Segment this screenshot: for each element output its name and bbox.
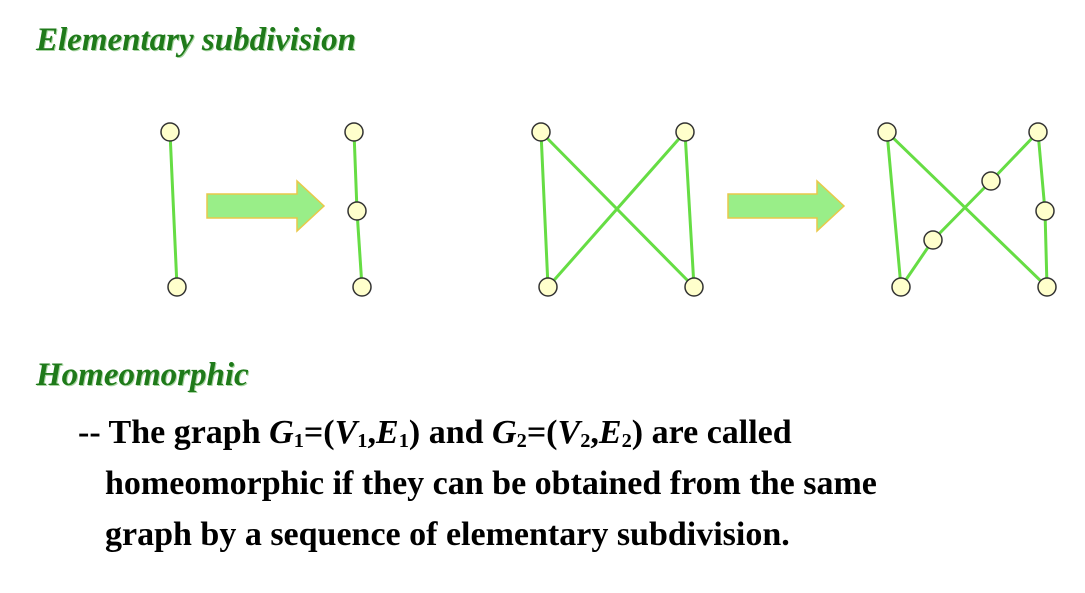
graph-symbol: G bbox=[269, 414, 294, 451]
vertex bbox=[675, 122, 695, 142]
vertex bbox=[1028, 122, 1048, 142]
right-arrow-icon bbox=[206, 179, 326, 233]
edge bbox=[355, 209, 364, 289]
text: , bbox=[590, 414, 599, 451]
text: ) bbox=[631, 414, 644, 451]
vertex bbox=[877, 122, 897, 142]
edge-set-symbol: E bbox=[598, 414, 622, 451]
vertex bbox=[344, 122, 364, 142]
edge-set-symbol: E bbox=[376, 414, 399, 451]
edge bbox=[885, 130, 1049, 289]
definition-line-1: -- The graph G1=(V1,E1) and G2=(V2,E2) a… bbox=[78, 407, 1068, 458]
text: are called bbox=[643, 414, 792, 451]
homeomorphic-heading: Homeomorphic bbox=[36, 357, 249, 393]
definition-line-3: graph by a sequence of elementary subdiv… bbox=[105, 516, 790, 553]
text: , bbox=[367, 414, 377, 451]
graph-single-edge bbox=[160, 122, 187, 297]
vertex bbox=[1035, 201, 1055, 221]
vertex bbox=[684, 277, 704, 297]
text: ) bbox=[408, 414, 421, 451]
vertex bbox=[167, 277, 187, 297]
right-arrow-icon bbox=[727, 179, 846, 233]
edge bbox=[1036, 130, 1047, 213]
edge bbox=[885, 130, 903, 289]
edge bbox=[168, 130, 179, 289]
graph-subdivided-edge bbox=[344, 122, 372, 297]
graph-bowtie bbox=[531, 122, 704, 297]
text: =( bbox=[303, 414, 335, 451]
definition-line-2: homeomorphic if they can be obtained fro… bbox=[105, 465, 877, 502]
vertex bbox=[160, 122, 180, 142]
vertex bbox=[531, 122, 551, 142]
text: The graph bbox=[100, 414, 270, 451]
edge bbox=[352, 130, 359, 213]
vertex bbox=[981, 171, 1001, 191]
vertex-set-symbol: V bbox=[557, 414, 581, 451]
vertex bbox=[1037, 277, 1057, 297]
definition-text: -- The graph G1=(V1,E1) and G2=(V2,E2) a… bbox=[78, 407, 1068, 560]
graph-subdivided-bowtie bbox=[877, 122, 1057, 297]
subscript: 2 bbox=[621, 430, 632, 452]
edge bbox=[683, 130, 696, 289]
vertex bbox=[538, 277, 558, 297]
edge bbox=[539, 130, 550, 289]
subscript: 2 bbox=[516, 430, 527, 452]
edge bbox=[546, 130, 687, 289]
subscript: 1 bbox=[398, 430, 409, 452]
text: and bbox=[420, 414, 493, 451]
vertex-set-symbol: V bbox=[334, 414, 358, 451]
subscript: 1 bbox=[357, 430, 368, 452]
graph-symbol: G bbox=[492, 414, 517, 451]
subdivision-heading: Elementary subdivision bbox=[36, 22, 356, 58]
vertex bbox=[347, 201, 367, 221]
edge bbox=[931, 179, 993, 242]
edge bbox=[989, 130, 1040, 183]
vertex bbox=[923, 230, 943, 250]
subscript: 1 bbox=[293, 430, 304, 452]
edge bbox=[1043, 209, 1049, 289]
text: =( bbox=[526, 414, 558, 451]
subscript: 2 bbox=[580, 430, 591, 452]
dash: -- bbox=[78, 414, 101, 451]
vertex bbox=[352, 277, 372, 297]
vertex bbox=[891, 277, 911, 297]
